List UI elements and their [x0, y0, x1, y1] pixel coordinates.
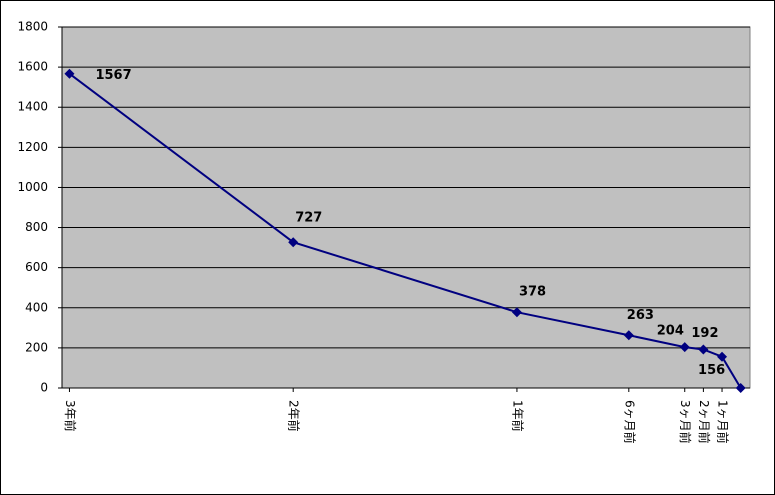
marker: [288, 237, 299, 248]
y-tick-label: 1000: [17, 180, 48, 194]
y-tick-label: 600: [25, 260, 48, 274]
x-tick-label: 3ヶ月前: [678, 400, 693, 444]
marker: [735, 383, 746, 393]
marker: [511, 307, 522, 318]
y-tick-label: 0: [40, 381, 48, 395]
x-tick-label: 6ヶ月前: [622, 400, 637, 444]
x-tick-label: 2ヶ月前: [697, 400, 712, 444]
value-label: 727: [295, 211, 322, 226]
y-tick-label: 1600: [17, 60, 48, 74]
marker: [679, 342, 690, 353]
y-tick-label: 800: [25, 220, 48, 234]
x-tick-label: 1年前: [510, 400, 525, 432]
x-tick-label: 2年前: [287, 400, 302, 432]
marker: [698, 344, 709, 355]
value-label: 192: [691, 326, 718, 341]
x-tick-label: 1ヶ月前: [716, 400, 731, 444]
y-tick-label: 1400: [17, 100, 48, 114]
y-tick-label: 200: [25, 340, 48, 354]
y-tick-label: 400: [25, 300, 48, 314]
value-label: 378: [519, 285, 546, 300]
x-tick-label: 3年前: [63, 400, 78, 432]
marker: [717, 351, 728, 362]
value-label: 204: [657, 324, 684, 339]
plot-area: [61, 26, 751, 389]
value-label: 156: [698, 363, 725, 378]
y-tick-label: 1800: [17, 20, 48, 34]
value-label: 263: [627, 308, 654, 323]
marker: [623, 330, 634, 341]
y-tick-label: 1200: [17, 140, 48, 154]
marker: [64, 68, 75, 79]
value-label: 1567: [95, 68, 131, 83]
